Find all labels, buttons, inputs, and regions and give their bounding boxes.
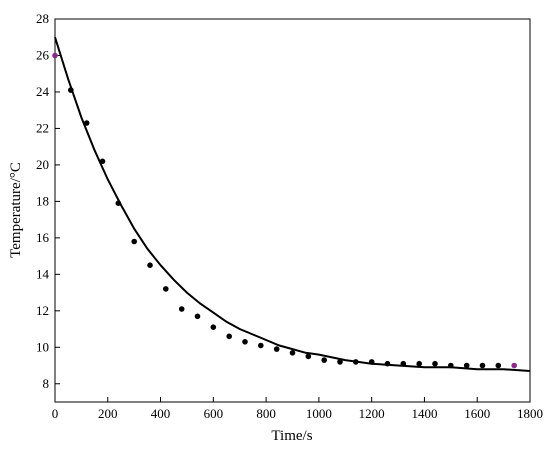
- data-point: [68, 87, 74, 93]
- data-point: [99, 158, 106, 165]
- data-point: [448, 362, 454, 369]
- data-point: [194, 313, 201, 320]
- data-point: [147, 262, 153, 269]
- y-tick-label: 28: [36, 11, 49, 26]
- data-point: [368, 359, 375, 365]
- data-point: [400, 360, 407, 367]
- data-point: [163, 286, 169, 292]
- data-point: [289, 350, 296, 356]
- data-point: [511, 362, 517, 369]
- data-point: [52, 52, 58, 59]
- data-point: [416, 360, 423, 367]
- data-point: [495, 362, 502, 369]
- data-point: [226, 333, 232, 340]
- data-point: [115, 200, 122, 206]
- data-point: [337, 359, 343, 365]
- data-point: [131, 238, 137, 245]
- x-tick-label: 400: [151, 406, 171, 421]
- y-tick-label: 20: [36, 157, 49, 172]
- x-tick-label: 1800: [517, 406, 543, 421]
- y-tick-label: 16: [36, 230, 50, 245]
- data-points: [52, 52, 517, 369]
- x-axis: 0 200 400 600 800 1000 1200 1400 1600 1800: [52, 397, 543, 421]
- y-tick-label: 18: [36, 193, 49, 208]
- y-axis: 8 10 12 14 16 18 20 22 24 26 28: [36, 11, 60, 391]
- data-point: [83, 120, 90, 126]
- data-point: [242, 339, 248, 345]
- data-point: [463, 362, 470, 369]
- data-point: [384, 360, 391, 367]
- data-point: [353, 359, 359, 365]
- x-tick-label: 200: [98, 406, 118, 421]
- data-point: [321, 357, 328, 363]
- data-point: [305, 353, 312, 360]
- y-tick-label: 22: [36, 120, 49, 135]
- y-tick-label: 14: [36, 266, 50, 281]
- x-tick-label: 1000: [306, 406, 332, 421]
- x-tick-label: 600: [204, 406, 224, 421]
- data-point: [479, 362, 486, 369]
- data-point: [273, 346, 280, 352]
- x-axis-title: Time/s: [271, 428, 312, 444]
- data-point: [178, 306, 185, 312]
- x-tick-label: 1200: [359, 406, 385, 421]
- x-tick-label: 0: [52, 406, 59, 421]
- y-tick-label: 8: [43, 376, 50, 391]
- y-tick-label: 26: [36, 47, 50, 62]
- y-tick-label: 24: [36, 84, 50, 99]
- x-tick-label: 1400: [411, 406, 437, 421]
- y-tick-label: 10: [36, 339, 49, 354]
- data-point: [432, 360, 438, 367]
- data-point: [210, 324, 217, 331]
- x-tick-label: 800: [256, 406, 276, 421]
- y-axis-title: Temperature/°C: [8, 162, 24, 258]
- data-point: [258, 342, 264, 349]
- plot-frame: [54, 18, 531, 403]
- fit-curve: [54, 36, 531, 372]
- x-tick-label: 1600: [464, 406, 490, 421]
- y-tick-label: 12: [36, 303, 49, 318]
